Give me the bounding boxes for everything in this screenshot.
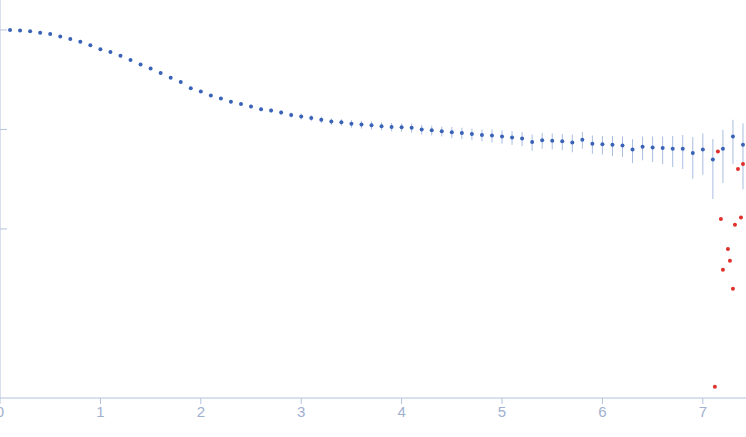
svg-text:2: 2 xyxy=(197,403,205,420)
svg-text:4: 4 xyxy=(397,403,405,420)
svg-text:1: 1 xyxy=(96,403,104,420)
svg-text:7: 7 xyxy=(699,403,707,420)
svg-text:0: 0 xyxy=(0,403,4,420)
svg-text:3: 3 xyxy=(297,403,305,420)
svg-text:5: 5 xyxy=(498,403,506,420)
svg-text:6: 6 xyxy=(598,403,606,420)
